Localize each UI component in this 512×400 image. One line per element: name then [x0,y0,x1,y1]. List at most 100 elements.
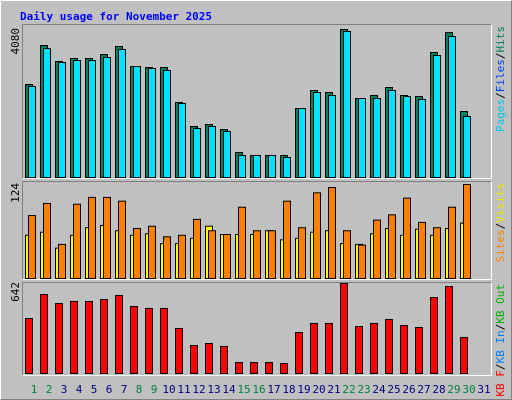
bar [223,131,231,178]
bar [328,95,336,178]
x-tick-label: 19 [297,383,310,396]
bar [163,236,171,280]
x-tick-label: 29 [447,383,460,396]
bar [100,298,108,375]
legend-entry: Pages [494,99,507,132]
bar [265,362,273,375]
bar [118,48,126,178]
bar [313,92,321,178]
bar [325,322,333,375]
bar [445,286,453,374]
legend-entry: KB In [494,330,507,363]
bar [58,243,66,280]
legend: Sites/Visits [494,183,507,263]
x-tick-label: 30 [462,383,475,396]
bar [388,90,396,178]
legend-entry: Sites [494,229,507,262]
bar [223,234,231,279]
x-tick-label: 28 [432,383,445,396]
legend: Pages/Files/Hits [494,26,507,132]
x-tick-label: 2 [46,383,53,396]
bar [418,221,426,280]
bar [205,343,213,374]
bar [148,225,156,279]
x-tick-label: 24 [372,383,386,396]
panel-bevel [22,282,492,376]
bar [73,60,81,178]
x-tick-label: 21 [327,383,340,396]
bar [190,344,198,374]
bar [415,327,423,374]
x-tick-label: 10 [162,383,175,396]
bar [133,66,141,178]
bar [283,157,291,178]
bar [85,300,93,375]
x-tick-label: 22 [342,383,355,396]
chart-title: Daily usage for November 2025 [20,10,212,23]
x-tick-label: 12 [192,383,205,396]
x-tick-label: 14 [222,383,236,396]
x-tick-label: 26 [402,383,415,396]
bar [175,328,183,374]
legend-entry: Hits [494,26,507,53]
bar [130,305,138,375]
panel-bevel [22,282,492,376]
bar [88,60,96,178]
legend-separator: / [494,92,507,99]
bar [283,200,291,279]
bar [43,202,51,279]
bar [313,192,321,280]
legend-separator: / [494,53,507,60]
bar [448,36,456,179]
x-tick-label: 31 [477,383,490,396]
bar [355,326,363,374]
bar [403,95,411,178]
x-tick-label: 5 [91,383,98,396]
bar [430,297,438,374]
panel-bevel [22,24,492,179]
x-tick-label: 16 [252,383,265,396]
x-tick-label: 11 [177,383,190,396]
legend-separator: / [494,364,507,371]
bar [133,227,141,279]
bar [40,294,48,374]
x-tick-label: 25 [387,383,400,396]
x-tick-label: 8 [136,383,143,396]
bar [418,99,426,178]
x-tick-label: 18 [282,383,295,396]
bar [388,214,396,280]
bar [253,154,261,178]
bar [25,318,33,374]
bar [268,230,276,279]
bar [385,319,393,375]
bar [433,55,441,178]
bar [70,300,78,375]
bar [358,97,366,178]
x-tick-label: 3 [61,383,68,396]
bar [268,154,276,178]
x-tick-label: 7 [121,383,128,396]
panel-bevel [22,24,492,179]
y-tick-label: 642 [9,282,22,302]
legend: KB F/KB In/KB Out [494,284,507,397]
bar [238,154,246,178]
legend-separator: / [494,324,507,331]
panel-bevel [22,181,492,280]
bar [400,325,408,374]
x-tick-label: 13 [207,383,220,396]
bar [463,184,471,279]
bar [148,67,156,178]
bar [253,230,261,279]
bar [373,219,381,279]
bar [163,69,171,178]
bar [178,103,186,178]
bar [460,336,468,374]
bar [115,295,123,374]
bar [220,345,228,375]
bar [433,227,441,279]
y-tick-label: 124 [9,183,22,203]
bar [103,57,111,178]
bar [250,362,258,375]
legend-entry: Files [494,59,507,92]
x-tick-label: 4 [76,383,83,396]
